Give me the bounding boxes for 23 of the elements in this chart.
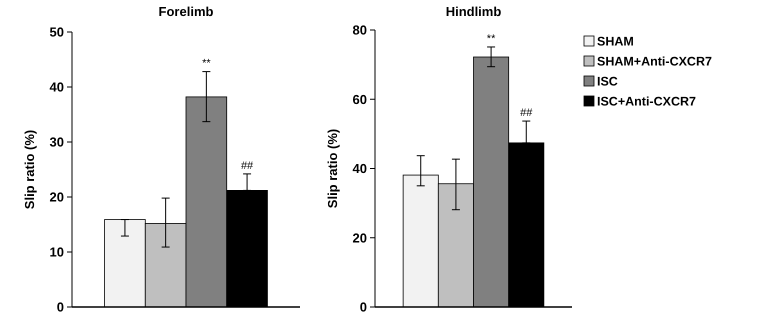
chart-title: Forelimb: [158, 4, 214, 19]
y-tick-label: 20: [352, 230, 367, 246]
y-tick-label: 60: [352, 92, 367, 107]
y-tick-label: 40: [50, 80, 64, 95]
chart-title: Hindlimb: [446, 4, 502, 19]
data-label: **: [486, 32, 496, 45]
y-axis-title: Slip ratio (%): [325, 128, 340, 208]
y-tick-label: 50: [50, 24, 64, 40]
legend-label: ISC+Anti-CXCR7: [597, 94, 696, 108]
legend-label: ISC: [597, 74, 618, 88]
y-tick-label: 0: [56, 300, 64, 315]
data-label: ##: [240, 160, 254, 172]
y-tick-label: 10: [50, 244, 64, 260]
y-tick-label: 40: [352, 161, 367, 176]
y-tick-label: 20: [50, 190, 64, 205]
legend-label: SHAM+Anti-CXCR7: [597, 54, 712, 68]
data-label: ##: [520, 107, 534, 120]
y-tick-label: 0: [360, 300, 367, 315]
data-label: **: [202, 58, 212, 70]
y-tick-label: 80: [352, 22, 367, 38]
y-axis-title: Slip ratio (%): [22, 130, 37, 210]
y-tick-label: 30: [50, 134, 64, 150]
legend-label: SHAM: [597, 34, 634, 48]
